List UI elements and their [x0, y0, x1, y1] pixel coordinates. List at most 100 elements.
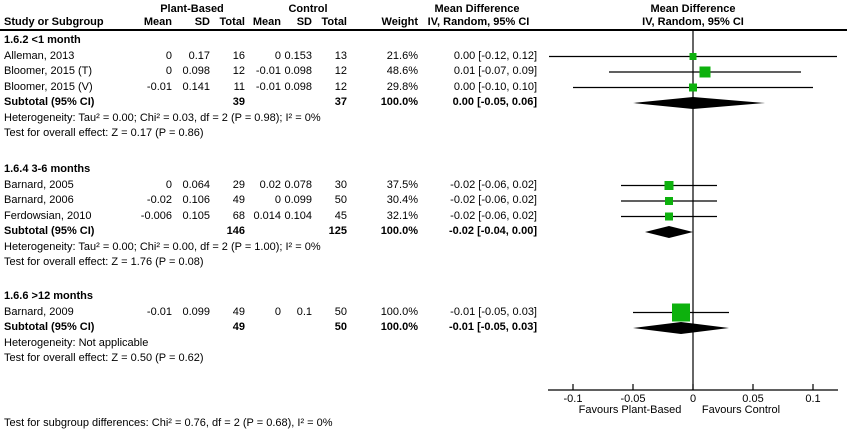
- control-mean: -0.01: [255, 80, 281, 93]
- md-ci-text: 0.00 [-0.10, 0.10]: [453, 80, 537, 93]
- control-mean: 0.02: [259, 178, 281, 191]
- plant-mean: 0: [165, 65, 172, 77]
- subtotal-md-ci-text: 0.00 [-0.05, 0.06]: [452, 96, 537, 108]
- subtotal-row: Subtotal (95% CI) 146 125 100.0% -0.02 [-0.0…: [0, 224, 560, 240]
- subgroup-title: 1.6.6 >12 months: [4, 290, 93, 302]
- group-header-plant-based: Plant-Based: [160, 3, 224, 15]
- subtotal-weight: 100.0%: [380, 225, 418, 237]
- plant-total: 68: [232, 209, 245, 222]
- plant-total: 49: [232, 194, 245, 206]
- overall-effect-note: Test for overall effect: Z = 0.17 (P = 0…: [4, 127, 204, 139]
- study-row: Bloomer, 2015 (T) 0 0.098 12 -0.01 0.098 12 48.…: [0, 64, 560, 80]
- subtotal-control-total: 125: [328, 225, 347, 237]
- plant-mean: 0: [165, 49, 172, 62]
- plant-total: 29: [232, 178, 245, 191]
- pooled-diamond: [645, 226, 693, 238]
- plant-sd: 0.106: [182, 194, 210, 206]
- subtotal-label: Subtotal (95% CI): [4, 96, 95, 108]
- control-mean: 0: [274, 305, 281, 318]
- subtotal-weight: 100.0%: [380, 321, 418, 333]
- weight: 48.6%: [386, 65, 418, 77]
- subgroup-title-row: 1.6.2 <1 month: [0, 33, 560, 49]
- control-mean: 0: [274, 49, 281, 62]
- control-total: 50: [334, 305, 347, 318]
- control-mean: -0.01: [255, 65, 281, 77]
- weight: 32.1%: [386, 209, 418, 222]
- heterogeneity-note: Heterogeneity: Tau² = 0.00; Chi² = 0.03,…: [4, 111, 321, 124]
- subtotal-plant-total: 39: [232, 96, 245, 108]
- control-sd: 0.078: [284, 178, 312, 191]
- control-total: 12: [334, 65, 347, 77]
- plant-total: 12: [232, 65, 245, 77]
- heterogeneity-note: Heterogeneity: Tau² = 0.00; Chi² = 0.00,…: [4, 240, 321, 253]
- md-ci-text: -0.02 [-0.06, 0.02]: [450, 194, 537, 206]
- md-text-column-subtitle: IV, Random, 95% CI: [427, 16, 530, 28]
- col-header-total-control: Total: [321, 16, 347, 28]
- plant-mean: -0.02: [146, 194, 172, 206]
- effect-square: [689, 53, 697, 60]
- control-sd: 0.099: [284, 194, 312, 206]
- study-name: Barnard, 2009: [4, 305, 74, 318]
- subtotal-md-ci-text: -0.02 [-0.04, 0.00]: [448, 225, 537, 237]
- axis-tick-label: 0.1: [805, 393, 820, 405]
- overall-effect-note: Test for overall effect: Z = 1.76 (P = 0…: [4, 256, 204, 268]
- study-row: Alleman, 2013 0 0.17 16 0 0.153 13 21.6% 0.00 [-…: [0, 49, 560, 65]
- study-row: Barnard, 2006 -0.02 0.106 49 0 0.099 50 30.4% -0…: [0, 193, 560, 209]
- overall-effect-row: Test for overall effect: Z = 0.17 (P = 0…: [0, 126, 560, 142]
- control-total: 12: [334, 80, 347, 93]
- md-text-column-title: Mean Difference: [434, 3, 520, 15]
- col-header-sd-control: SD: [296, 16, 312, 28]
- control-sd: 0.153: [284, 49, 312, 62]
- control-total: 13: [334, 49, 347, 62]
- plant-total: 11: [233, 80, 245, 93]
- study-name: Bloomer, 2015 (V): [4, 80, 93, 93]
- control-total: 30: [334, 178, 347, 191]
- overall-effect-row: Test for overall effect: Z = 0.50 (P = 0…: [0, 351, 560, 367]
- pooled-diamond: [633, 322, 729, 334]
- plant-sd: 0.105: [182, 209, 210, 222]
- plant-sd: 0.17: [188, 49, 210, 62]
- col-header-weight: Weight: [381, 16, 418, 28]
- subtotal-label: Subtotal (95% CI): [4, 225, 95, 237]
- study-name: Ferdowsian, 2010: [4, 209, 92, 222]
- study-row: Barnard, 2009 -0.01 0.099 49 0 0.1 50 100.0% -0.…: [0, 305, 560, 321]
- plant-mean: -0.01: [146, 80, 172, 93]
- col-header-study: Study or Subgroup: [4, 16, 104, 28]
- heterogeneity-note: Heterogeneity: Not applicable: [4, 336, 149, 349]
- study-row: Barnard, 2005 0 0.064 29 0.02 0.078 30 37.5% -0.…: [0, 178, 560, 194]
- plant-sd: 0.064: [182, 178, 210, 191]
- pooled-diamond: [633, 97, 765, 109]
- subtotal-weight: 100.0%: [380, 96, 418, 108]
- favours-left-label: Favours Plant-Based: [578, 404, 682, 416]
- header-divider: [0, 29, 847, 31]
- control-sd: 0.098: [284, 80, 312, 93]
- overall-effect-note: Test for overall effect: Z = 0.50 (P = 0…: [4, 352, 204, 364]
- subtotal-label: Subtotal (95% CI): [4, 321, 95, 333]
- heterogeneity-row: Heterogeneity: Not applicable: [0, 336, 560, 352]
- subtotal-plant-total: 49: [232, 321, 245, 333]
- subgroup-title: 1.6.4 3-6 months: [4, 163, 91, 175]
- plant-total: 16: [232, 49, 245, 62]
- plant-sd: 0.099: [182, 305, 210, 318]
- col-header-total-plant: Total: [219, 16, 245, 28]
- effect-square: [664, 181, 674, 190]
- md-plot-column-title: Mean Difference: [650, 3, 736, 15]
- subgroup-title-row: 1.6.6 >12 months: [0, 289, 560, 305]
- weight: 37.5%: [386, 178, 418, 191]
- subgroup-differences-test: Test for subgroup differences: Chi² = 0.…: [4, 417, 333, 429]
- plant-sd: 0.141: [182, 80, 210, 93]
- study-row: Bloomer, 2015 (V) -0.01 0.141 11 -0.01 0.098 1…: [0, 80, 560, 96]
- control-sd: 0.104: [284, 209, 312, 222]
- plant-sd: 0.098: [182, 65, 210, 77]
- study-row: Ferdowsian, 2010 -0.006 0.105 68 0.014 0.104 4…: [0, 209, 560, 225]
- study-name: Alleman, 2013: [4, 49, 75, 62]
- weight: 29.8%: [386, 80, 418, 93]
- md-ci-text: -0.02 [-0.06, 0.02]: [450, 178, 537, 191]
- subtotal-row: Subtotal (95% CI) 39 37 100.0% 0.00 [-0.05, …: [0, 95, 560, 111]
- subtotal-plant-total: 146: [226, 225, 245, 237]
- subgroup-title: 1.6.2 <1 month: [4, 34, 81, 46]
- group-header-control: Control: [288, 3, 328, 15]
- heterogeneity-row: Heterogeneity: Tau² = 0.00; Chi² = 0.00,…: [0, 240, 560, 256]
